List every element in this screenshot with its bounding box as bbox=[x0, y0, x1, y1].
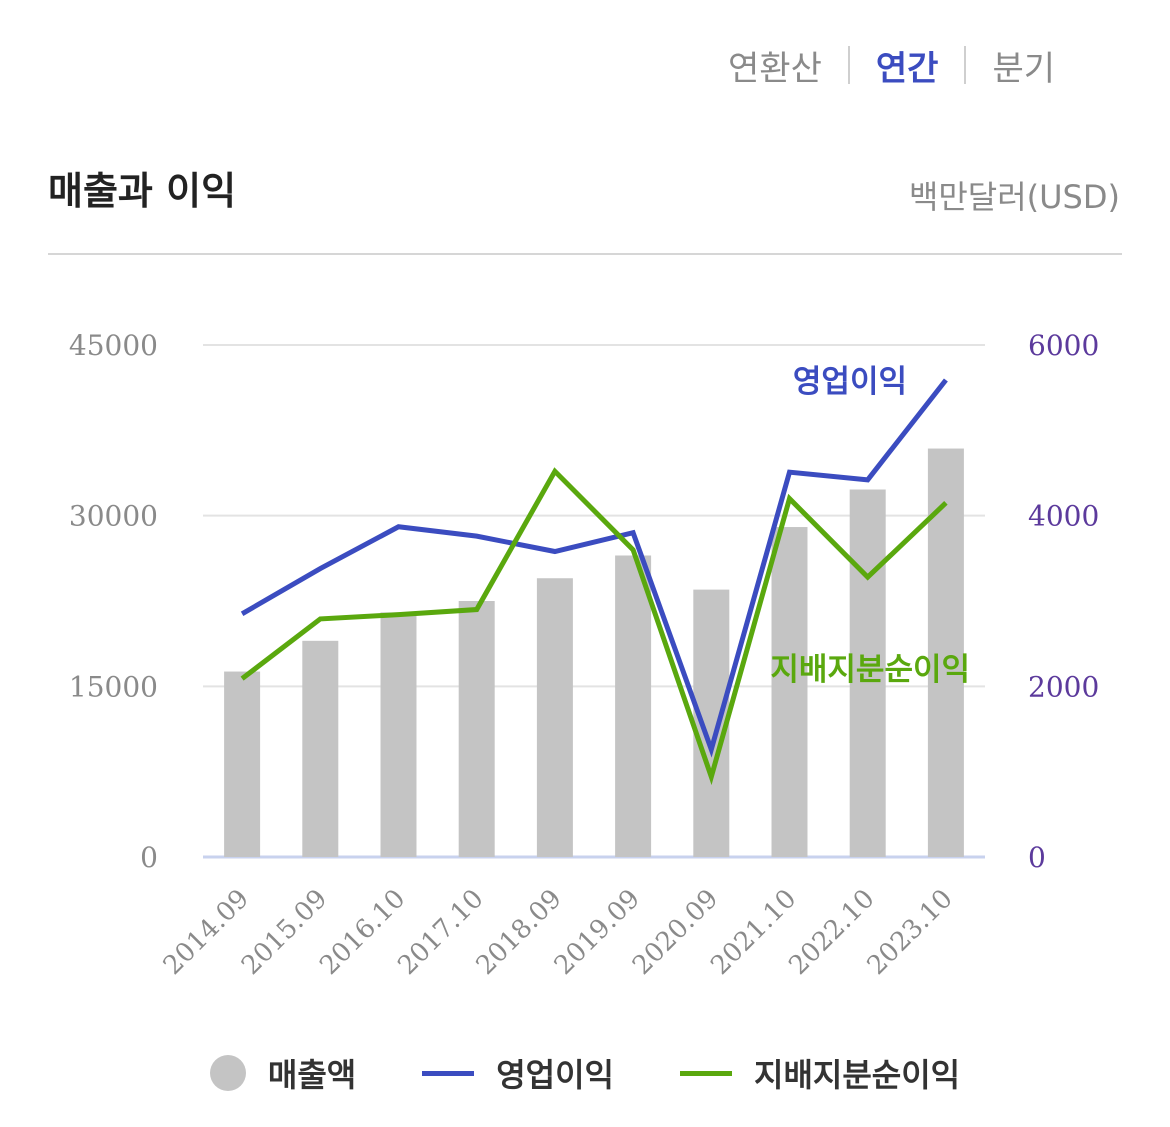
right-axis-tick-label: 0 bbox=[1028, 841, 1046, 874]
operating-income-line bbox=[240, 378, 948, 758]
x-axis-ticks: 2014.092015.092016.102017.102018.092019.… bbox=[158, 884, 959, 981]
revenue-bar bbox=[380, 612, 417, 857]
right-axis-tick-label: 6000 bbox=[1028, 329, 1099, 362]
x-axis-tick-label: 2014.09 bbox=[158, 884, 255, 981]
legend-revenue-label: 매출액 bbox=[267, 1056, 357, 1094]
revenue-bar bbox=[458, 601, 495, 857]
legend-net-income: 지배지분순이익 bbox=[680, 1050, 960, 1096]
revenue-bars bbox=[224, 448, 964, 857]
revenue-bar bbox=[771, 527, 808, 857]
legend-revenue: 매출액 bbox=[209, 1050, 357, 1096]
x-axis-tick-label: 2016.10 bbox=[314, 884, 411, 981]
header-divider bbox=[48, 253, 1122, 255]
legend-operating-swatch bbox=[422, 1070, 475, 1076]
period-tabs: 연환산 연간 분기 bbox=[728, 40, 1055, 90]
tab-separator bbox=[847, 46, 850, 84]
revenue-bar bbox=[615, 555, 652, 857]
x-axis-tick-label: 2020.09 bbox=[627, 884, 724, 981]
net-income-line bbox=[240, 467, 948, 786]
unit-label: 백만달러(USD) bbox=[908, 178, 1120, 216]
revenue-bar bbox=[302, 640, 339, 857]
legend-net-label: 지배지분순이익 bbox=[754, 1056, 961, 1094]
annotation-net: 지배지분순이익 bbox=[770, 652, 970, 688]
revenue-bar bbox=[224, 671, 261, 857]
left-axis-tick-label: 30000 bbox=[69, 500, 158, 533]
x-axis-tick-label: 2022.10 bbox=[783, 884, 880, 981]
left-axis-tick-label: 15000 bbox=[69, 670, 158, 703]
x-axis-tick-label: 2015.09 bbox=[236, 884, 333, 981]
x-axis-tick-label: 2023.10 bbox=[862, 884, 959, 981]
annotation-operating: 영업이익 bbox=[793, 364, 907, 400]
left-axis-tick-label: 0 bbox=[140, 841, 158, 874]
left-axis-ticks: 45000 30000 15000 0 bbox=[69, 329, 158, 874]
right-axis-tick-label: 2000 bbox=[1028, 670, 1099, 703]
profit-lines bbox=[240, 378, 948, 786]
section-title: 매출과 이익 bbox=[48, 169, 237, 213]
x-axis-tick-label: 2017.10 bbox=[392, 884, 489, 981]
chart-legend: 매출액 영업이익 지배지분순이익 bbox=[0, 1050, 1170, 1096]
tab-annualized[interactable]: 연환산 bbox=[728, 48, 822, 89]
legend-net-swatch bbox=[680, 1070, 732, 1076]
x-axis-tick-label: 2018.09 bbox=[471, 884, 568, 981]
revenue-bar bbox=[536, 578, 573, 857]
x-axis-tick-label: 2021.10 bbox=[705, 884, 802, 981]
revenue-bar bbox=[849, 489, 886, 857]
tab-quarterly[interactable]: 분기 bbox=[992, 48, 1055, 89]
tab-separator bbox=[964, 46, 967, 84]
tab-annual[interactable]: 연간 bbox=[875, 48, 939, 89]
legend-operating-income: 영업이익 bbox=[422, 1050, 614, 1096]
right-axis-tick-label: 4000 bbox=[1028, 500, 1099, 533]
left-axis-tick-label: 45000 bbox=[69, 329, 158, 362]
right-axis-ticks: 6000 4000 2000 0 bbox=[1028, 329, 1099, 874]
x-axis-tick-label: 2019.09 bbox=[549, 884, 646, 981]
legend-revenue-swatch bbox=[209, 1055, 246, 1091]
legend-operating-label: 영업이익 bbox=[496, 1056, 614, 1094]
